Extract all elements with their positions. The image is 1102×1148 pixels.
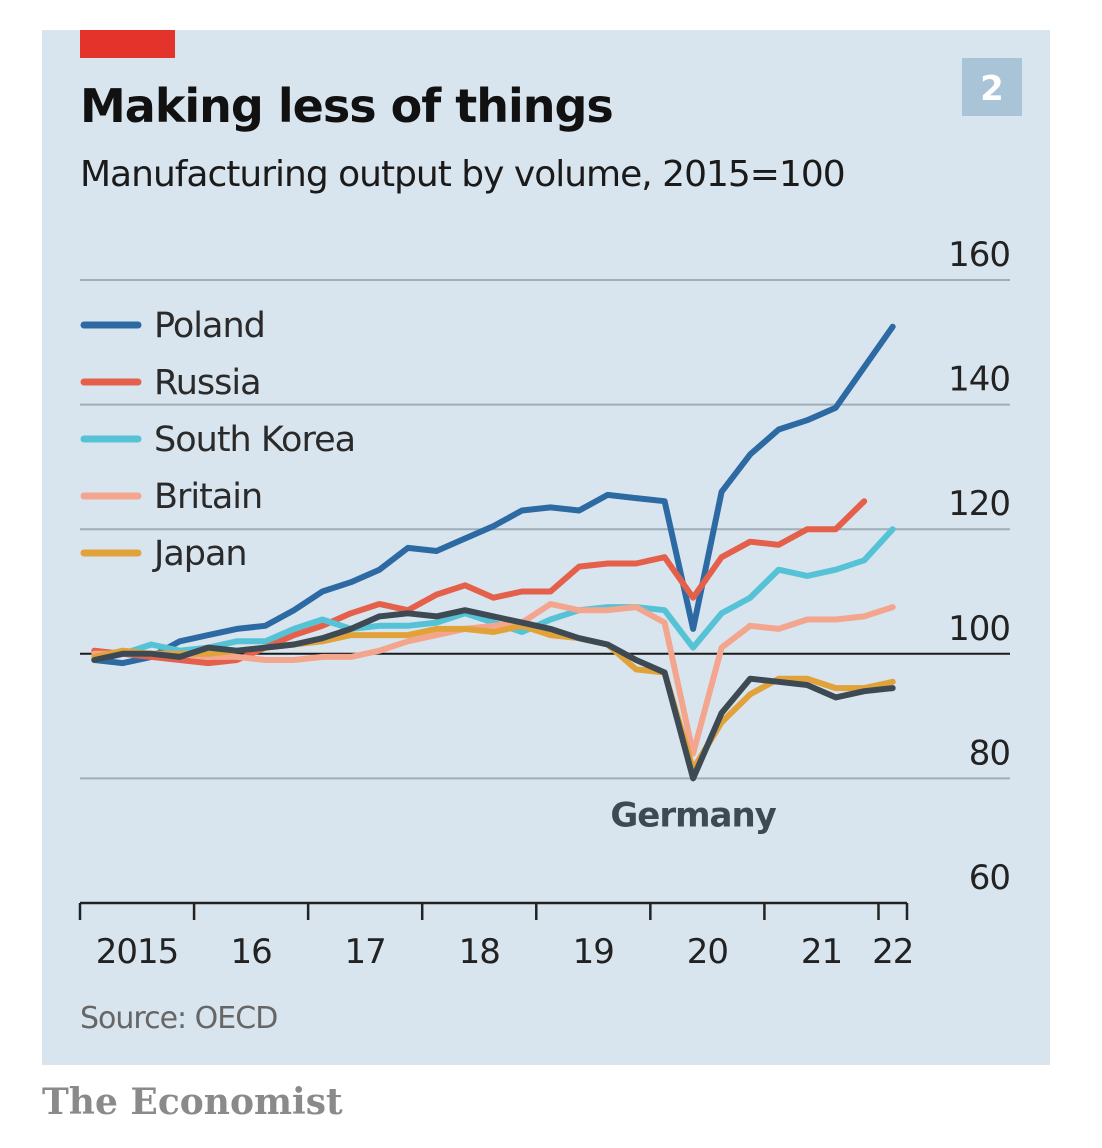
legend-label: South Korea: [154, 420, 355, 460]
chart-number-box: [962, 58, 1022, 116]
x-tick-label: 18: [459, 932, 500, 972]
y-tick-label: 120: [948, 484, 1010, 524]
series-line: [91, 526, 896, 663]
x-tick-label: 16: [230, 932, 271, 972]
y-tick-label: 80: [969, 733, 1010, 773]
publisher: The Economist: [42, 1081, 343, 1123]
series-line: [91, 601, 896, 757]
series-label: Germany: [610, 795, 776, 835]
legend-label: Japan: [152, 534, 247, 574]
panel: [42, 30, 1050, 1065]
y-tick-label: 100: [948, 609, 1010, 649]
legend-label: Britain: [154, 477, 262, 517]
x-tick-label: 21: [801, 932, 842, 972]
series-line: [91, 498, 868, 667]
series-line: [91, 607, 896, 782]
y-tick-label: 60: [969, 858, 1010, 898]
x-tick-label: 17: [345, 932, 386, 972]
y-tick-label: 140: [948, 360, 1010, 400]
chart-number: 2: [980, 69, 1004, 109]
series-line: [91, 323, 896, 667]
x-tick-label: 19: [573, 932, 614, 972]
chart-title: Making less of things: [80, 79, 613, 133]
x-tick-label: 2015: [96, 932, 179, 972]
red-tab: [80, 30, 175, 58]
legend-label: Russia: [154, 363, 261, 403]
chart-subtitle: Manufacturing output by volume, 2015=100: [80, 154, 845, 195]
x-tick-label: 20: [687, 932, 728, 972]
source: Source: OECD: [80, 1001, 277, 1036]
y-tick-label: 160: [948, 235, 1010, 275]
legend-label: Poland: [154, 306, 265, 346]
x-tick-label: 22: [872, 932, 913, 972]
